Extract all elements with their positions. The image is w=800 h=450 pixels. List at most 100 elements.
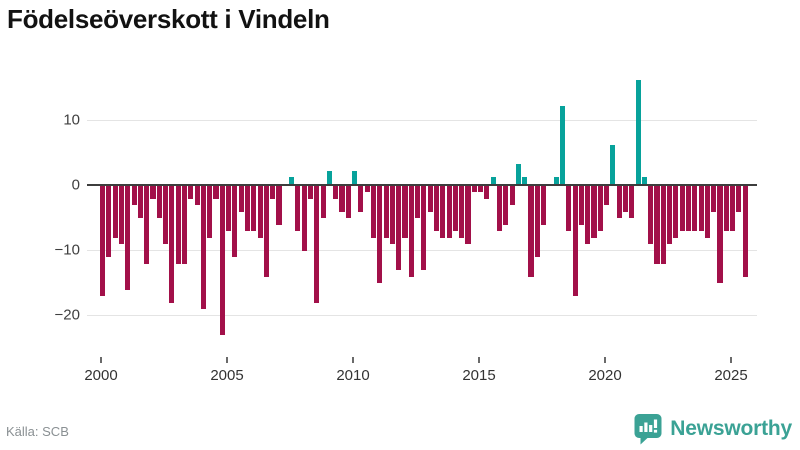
bar-negative bbox=[736, 185, 742, 212]
bar-negative bbox=[459, 185, 465, 238]
bar-negative bbox=[509, 185, 515, 205]
bar-negative bbox=[673, 185, 679, 238]
bar-negative bbox=[200, 185, 206, 309]
bar-negative bbox=[396, 185, 402, 270]
bar-positive bbox=[553, 177, 559, 184]
bar-negative bbox=[534, 185, 540, 257]
bar-negative bbox=[440, 185, 446, 238]
bar-negative bbox=[263, 185, 269, 277]
x-axis-tick bbox=[226, 357, 228, 363]
bar-positive bbox=[352, 170, 358, 184]
bar-negative bbox=[660, 185, 666, 264]
bar-negative bbox=[541, 185, 547, 225]
bar-negative bbox=[717, 185, 723, 283]
bar-negative bbox=[471, 185, 477, 192]
bar-negative bbox=[213, 185, 219, 199]
bar-negative bbox=[106, 185, 112, 257]
newsworthy-logo-icon bbox=[632, 412, 663, 445]
bar-negative bbox=[257, 185, 263, 238]
bar-negative bbox=[408, 185, 414, 277]
bar-negative bbox=[163, 185, 169, 244]
y-axis-label: −20 bbox=[54, 306, 80, 323]
bar-negative bbox=[169, 185, 175, 303]
x-axis-label: 2020 bbox=[588, 367, 622, 384]
bar-negative bbox=[667, 185, 673, 244]
bar-negative bbox=[131, 185, 137, 205]
bar-negative bbox=[585, 185, 591, 244]
bar-negative bbox=[528, 185, 534, 277]
bar-negative bbox=[503, 185, 509, 225]
bar-negative bbox=[730, 185, 736, 231]
bar-negative bbox=[427, 185, 433, 212]
bar-negative bbox=[629, 185, 635, 218]
bar-negative bbox=[742, 185, 748, 277]
bar-negative bbox=[295, 185, 301, 231]
y-gridline bbox=[87, 314, 757, 316]
bar-negative bbox=[188, 185, 194, 199]
bar-negative bbox=[219, 185, 225, 335]
x-axis-tick bbox=[100, 357, 102, 363]
bar-positive bbox=[326, 170, 332, 184]
bar-negative bbox=[364, 185, 370, 192]
bar-negative bbox=[389, 185, 395, 244]
bar-negative bbox=[320, 185, 326, 218]
bar-positive bbox=[559, 105, 566, 184]
x-axis-label: 2000 bbox=[84, 367, 118, 384]
bar-negative bbox=[578, 185, 584, 225]
bar-negative bbox=[307, 185, 314, 199]
x-axis-tick bbox=[730, 357, 732, 363]
bar-negative bbox=[276, 185, 282, 225]
bar-negative bbox=[112, 185, 118, 238]
bar-negative bbox=[478, 185, 484, 192]
x-axis-label: 2015 bbox=[462, 367, 496, 384]
bar-positive bbox=[635, 79, 641, 184]
bar-negative bbox=[370, 185, 377, 238]
bar-negative bbox=[270, 185, 276, 199]
bar-positive bbox=[515, 164, 521, 184]
bar-negative bbox=[232, 185, 238, 257]
bar-negative bbox=[314, 185, 320, 303]
zero-axis-line bbox=[87, 183, 757, 186]
bar-negative bbox=[698, 185, 704, 231]
y-gridline bbox=[87, 119, 757, 121]
bar-negative bbox=[679, 185, 685, 231]
x-axis-label: 2005 bbox=[210, 367, 244, 384]
source-note: Källa: SCB bbox=[6, 424, 69, 439]
chart-title: Födelseöverskott i Vindeln bbox=[7, 4, 330, 34]
bar-negative bbox=[421, 185, 427, 270]
y-axis-label: 10 bbox=[63, 111, 80, 128]
bar-negative bbox=[685, 185, 692, 231]
bar-negative bbox=[377, 185, 383, 283]
bar-negative bbox=[150, 185, 156, 199]
newsworthy-logo: Newsworthy bbox=[632, 412, 792, 445]
x-axis-label: 2025 bbox=[714, 367, 748, 384]
bar-negative bbox=[100, 185, 106, 296]
bar-negative bbox=[402, 185, 408, 238]
bar-negative bbox=[496, 185, 503, 231]
bar-positive bbox=[641, 177, 647, 184]
bar-negative bbox=[118, 185, 125, 244]
bar-negative bbox=[654, 185, 660, 264]
bar-negative bbox=[616, 185, 622, 218]
bar-negative bbox=[244, 185, 251, 231]
bar-negative bbox=[194, 185, 200, 205]
bar-negative bbox=[333, 185, 339, 199]
bar-negative bbox=[433, 185, 440, 231]
bar-negative bbox=[345, 185, 351, 218]
bar-negative bbox=[723, 185, 729, 231]
bar-negative bbox=[339, 185, 345, 212]
bar-negative bbox=[207, 185, 213, 238]
bar-negative bbox=[484, 185, 490, 199]
bar-negative bbox=[238, 185, 244, 212]
x-axis-tick bbox=[478, 357, 480, 363]
bar-negative bbox=[446, 185, 452, 238]
bar-negative bbox=[591, 185, 597, 238]
bar-negative bbox=[692, 185, 698, 231]
bar-positive bbox=[490, 177, 496, 184]
bar-negative bbox=[415, 185, 421, 218]
bar-positive bbox=[289, 177, 295, 184]
bar-negative bbox=[301, 185, 307, 251]
newsworthy-logo-text: Newsworthy bbox=[670, 416, 792, 440]
x-axis-tick bbox=[352, 357, 354, 363]
